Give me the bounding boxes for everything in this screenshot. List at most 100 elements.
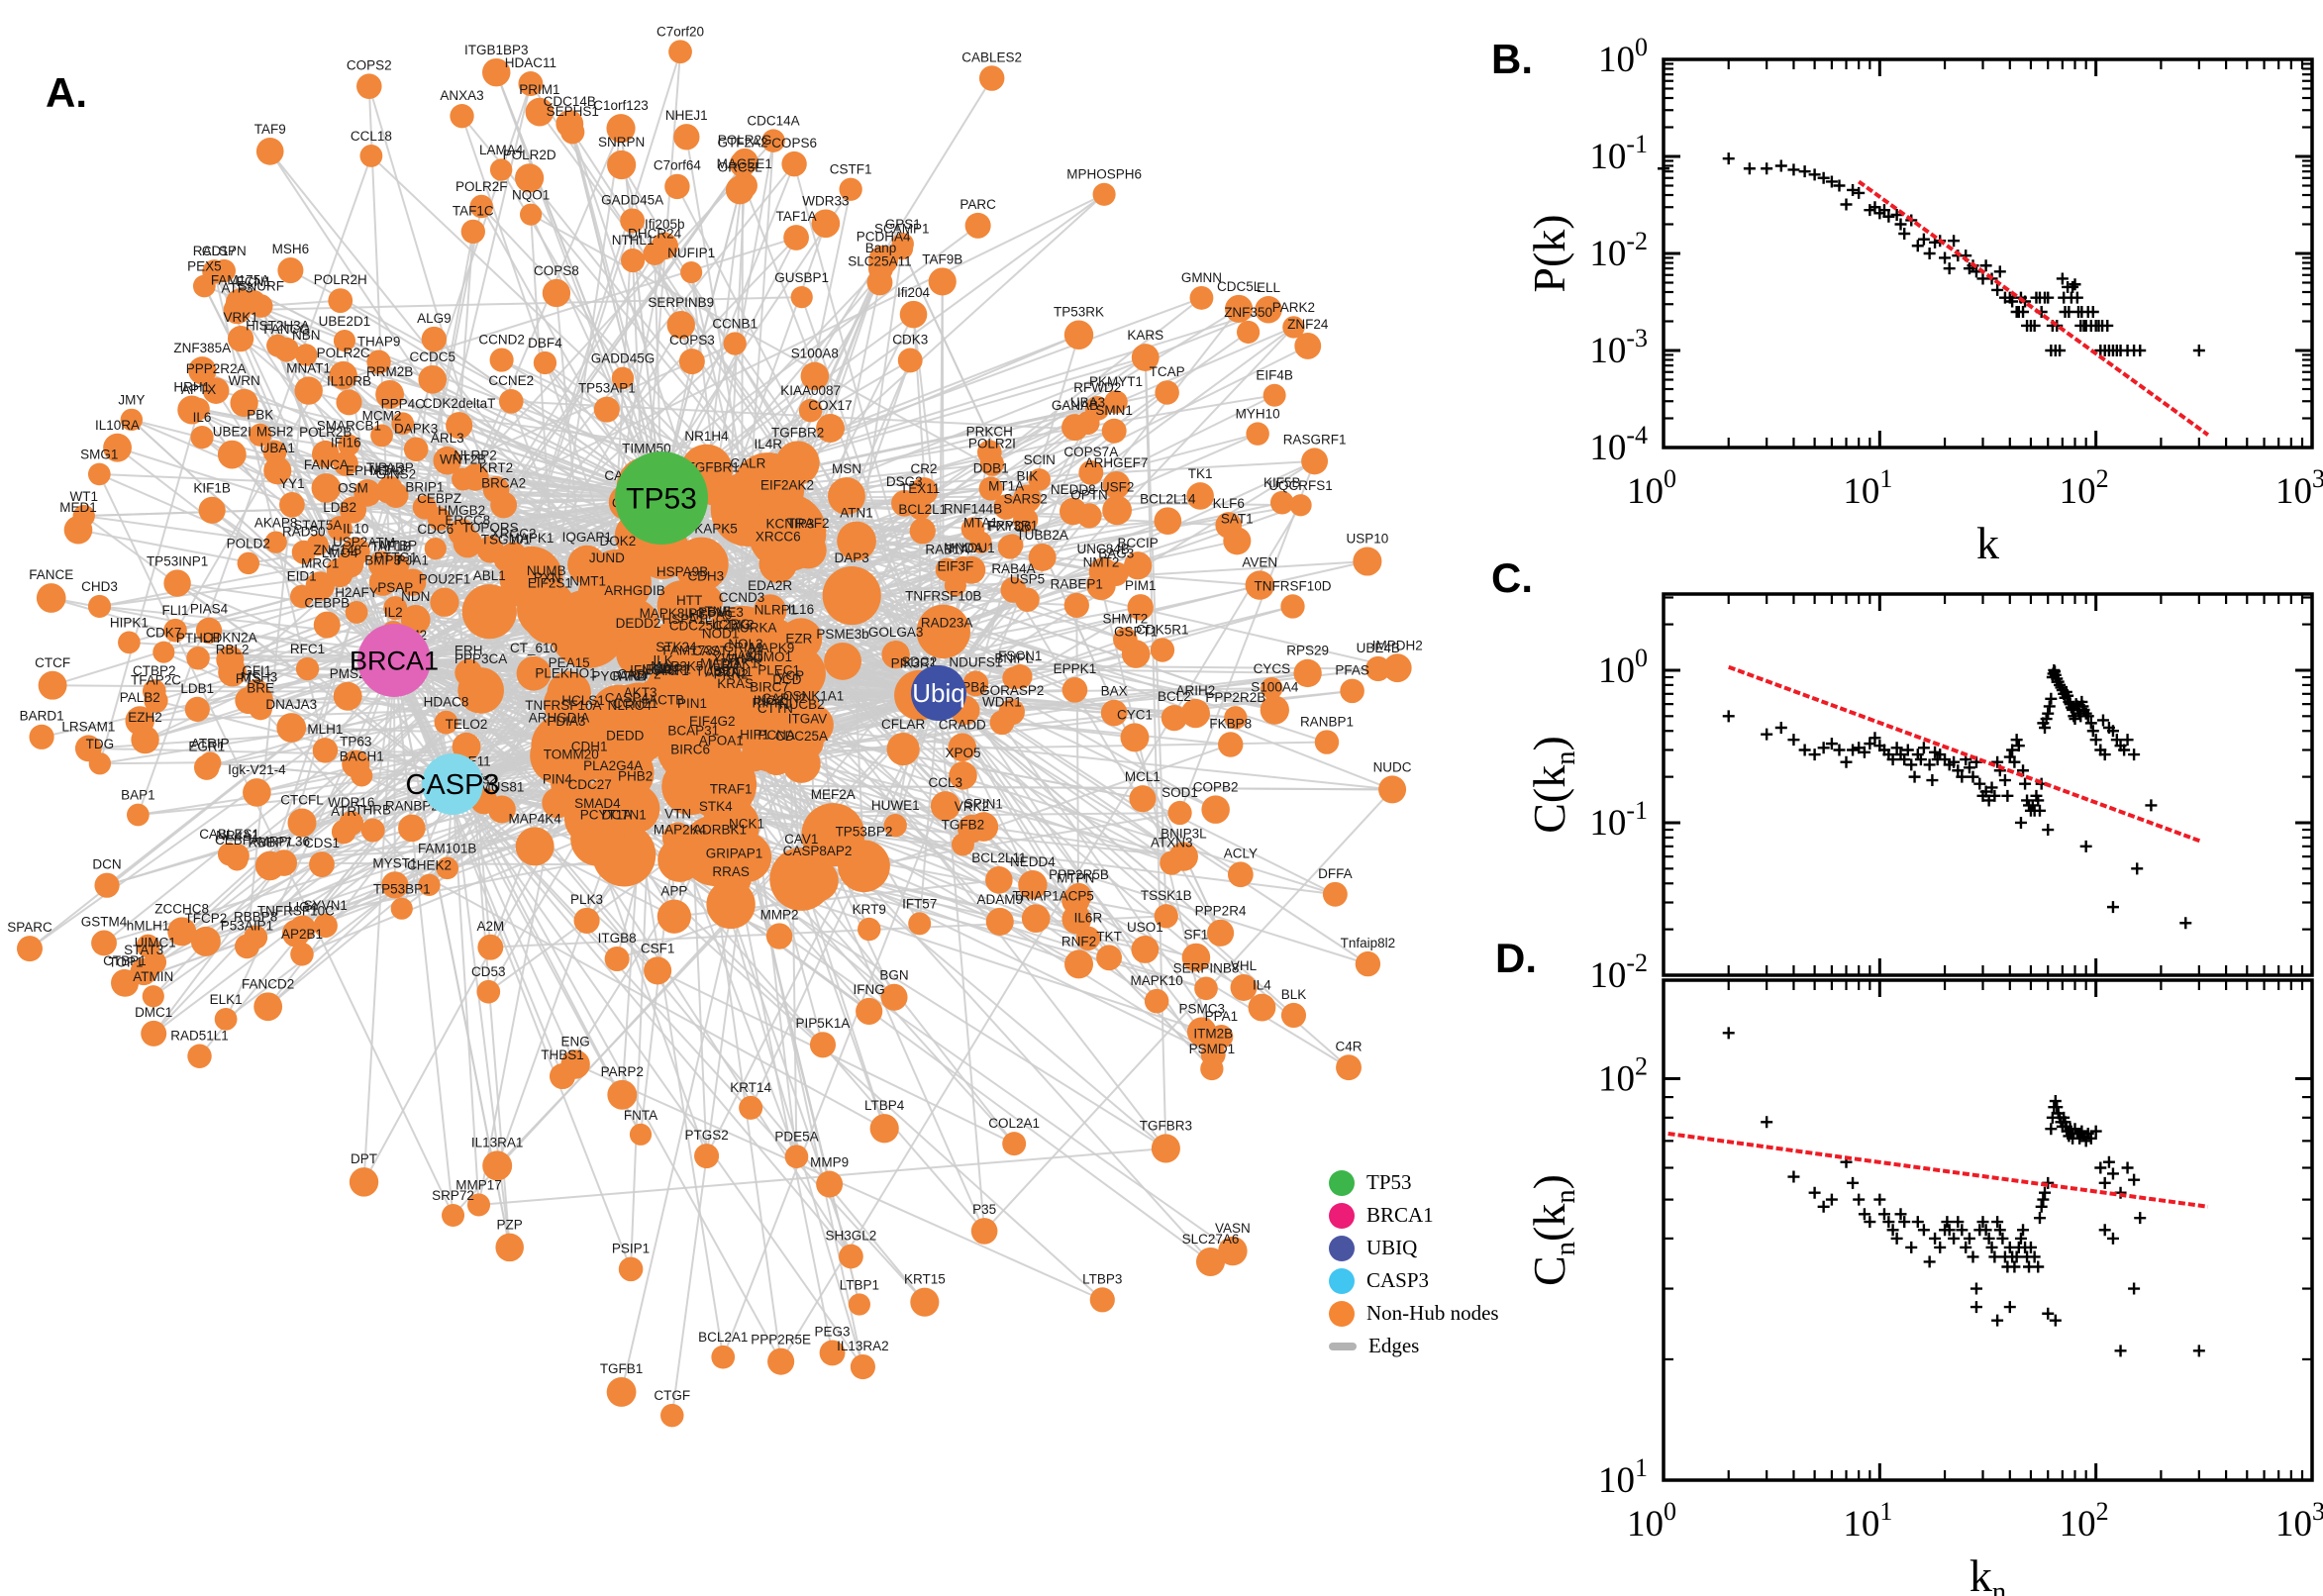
network-node-label: DAP3 xyxy=(835,550,869,565)
network-node xyxy=(1294,333,1322,359)
network-node-label: ZNF24 xyxy=(1287,317,1329,332)
network-node-label: PJA1 xyxy=(397,552,429,567)
network-node xyxy=(1223,527,1252,555)
network-node xyxy=(1167,800,1192,826)
network-node-label: RANBP2 xyxy=(385,799,439,814)
network-node xyxy=(476,979,501,1004)
network-node-label: MAPK1 xyxy=(509,531,555,546)
network-node-label: ERH xyxy=(454,644,483,658)
network-node-label: TFAP2C xyxy=(131,673,181,688)
network-node-label: PLEKHO1 xyxy=(535,665,596,680)
network-node xyxy=(839,177,862,201)
network-node xyxy=(1129,785,1157,813)
network-node-label: XPO5 xyxy=(946,746,981,760)
network-node-label: CCND2 xyxy=(478,333,525,348)
network-node xyxy=(263,456,292,485)
network-node-label: PLEC1 xyxy=(758,662,800,677)
network-node-label: GADD45A xyxy=(601,192,663,207)
tick-label: 102 xyxy=(2060,1497,2109,1545)
network-node-label: VRK2 xyxy=(955,799,989,814)
network-node xyxy=(254,850,285,881)
network-node-label: LIG4 xyxy=(288,899,318,914)
tick-label: 10-1 xyxy=(1589,130,1648,177)
network-node-label: CASP4 xyxy=(605,691,650,706)
network-node-label: THRB xyxy=(354,803,391,818)
network-node-label: ACP5 xyxy=(1060,889,1094,904)
network-node-label: CCNE1 xyxy=(613,696,658,711)
network-node-label: CDKN2A xyxy=(203,630,257,645)
network-node-label: RFC1 xyxy=(290,642,325,656)
network-node-label: CTCF xyxy=(35,655,70,670)
network-node xyxy=(839,1244,863,1269)
network-node-label: MUS81 xyxy=(479,780,524,795)
network-node-label: HSPA9 xyxy=(689,607,732,622)
network-node-label: CDC25C xyxy=(669,618,723,633)
network-node-label: PMS2 xyxy=(330,666,366,681)
network-node-label: CT_610 xyxy=(510,641,557,655)
network-node-label: PHB2 xyxy=(618,768,653,783)
network-node xyxy=(217,440,247,469)
network-node-label: CDK3 xyxy=(892,332,928,347)
network-node xyxy=(928,267,957,296)
network-node-label: PCDHA4 xyxy=(857,230,911,245)
network-node-label: FAM173A xyxy=(662,644,721,658)
network-node xyxy=(769,847,834,911)
network-node xyxy=(1289,494,1312,517)
network-node-label: Ifi205b xyxy=(645,217,685,232)
network-node-label: COPS6 xyxy=(771,136,817,150)
network-node xyxy=(1378,775,1407,804)
network-node-label: PSME3 xyxy=(698,605,744,620)
network-node-labels: ARL3 Banp MAGEE1 CDC14A DHCR24 TP53RK KIAA0087… xyxy=(7,24,1423,1402)
network-node-label: BRIP1 xyxy=(405,479,444,494)
network-node xyxy=(338,434,360,456)
network-node-label: CTTN xyxy=(758,701,793,716)
network-node xyxy=(1131,936,1160,963)
legend-item: TP53 xyxy=(1329,1166,1499,1199)
network-node-label: FLI1 xyxy=(162,603,189,618)
network-node xyxy=(694,1144,720,1169)
network-node-label: Igk-V21-4 xyxy=(228,762,286,777)
network-node-label: KIAA0087 xyxy=(780,383,841,398)
network-node xyxy=(886,732,920,766)
network-node-label: NEDD4 xyxy=(1010,854,1056,869)
network-node xyxy=(368,568,397,596)
network-edge xyxy=(98,408,200,764)
network-node xyxy=(63,515,93,545)
hub-label-Ubiq: Ubiq xyxy=(912,678,964,708)
network-node xyxy=(1064,949,1094,979)
network-node-label: NDUFS1 xyxy=(949,655,1002,670)
legend-node-swatch xyxy=(1329,1300,1355,1327)
network-node xyxy=(398,814,426,843)
network-edge xyxy=(326,624,454,785)
network-node-label: GRIA1 xyxy=(724,640,764,654)
network-node-label: JMY xyxy=(118,393,145,408)
network-node-label: UIMC1 xyxy=(135,936,176,950)
network-node xyxy=(809,1032,837,1058)
network-node-label: ZNF385A xyxy=(173,341,231,355)
network-node-label: ANXA3 xyxy=(440,88,483,103)
network-node-label: LRSAM1 xyxy=(61,719,115,734)
network-node-label: POLR2F xyxy=(455,179,508,194)
network-node-label: CFLAR xyxy=(881,717,926,732)
network-node-label: MAP4K4 xyxy=(508,811,561,826)
network-node-label: RAD23A xyxy=(921,616,973,631)
network-node-label: HDAC8 xyxy=(424,695,469,710)
network-node xyxy=(1131,344,1160,371)
network-node-label: PCYT1A xyxy=(580,807,633,822)
network-node xyxy=(1001,534,1024,556)
network-node-label: HSPA9B xyxy=(656,564,708,579)
network-node-label: AKAP8 xyxy=(254,515,298,530)
network-node-label: CHD3 xyxy=(81,579,118,594)
network-node xyxy=(387,553,410,576)
network-node-label: TUBB xyxy=(695,664,731,679)
network-node xyxy=(1102,495,1133,526)
network-node-label: EDA2R xyxy=(748,578,792,593)
network-node-label: APP xyxy=(660,884,687,899)
network-node xyxy=(1255,296,1282,324)
network-node-label: EPHA3 xyxy=(346,463,389,478)
network-node-label: MSH2 xyxy=(256,425,294,440)
network-node xyxy=(1151,1134,1180,1163)
network-node xyxy=(819,1340,846,1366)
network-node-label: BNIPL xyxy=(994,650,1034,665)
network-node xyxy=(549,1062,576,1090)
